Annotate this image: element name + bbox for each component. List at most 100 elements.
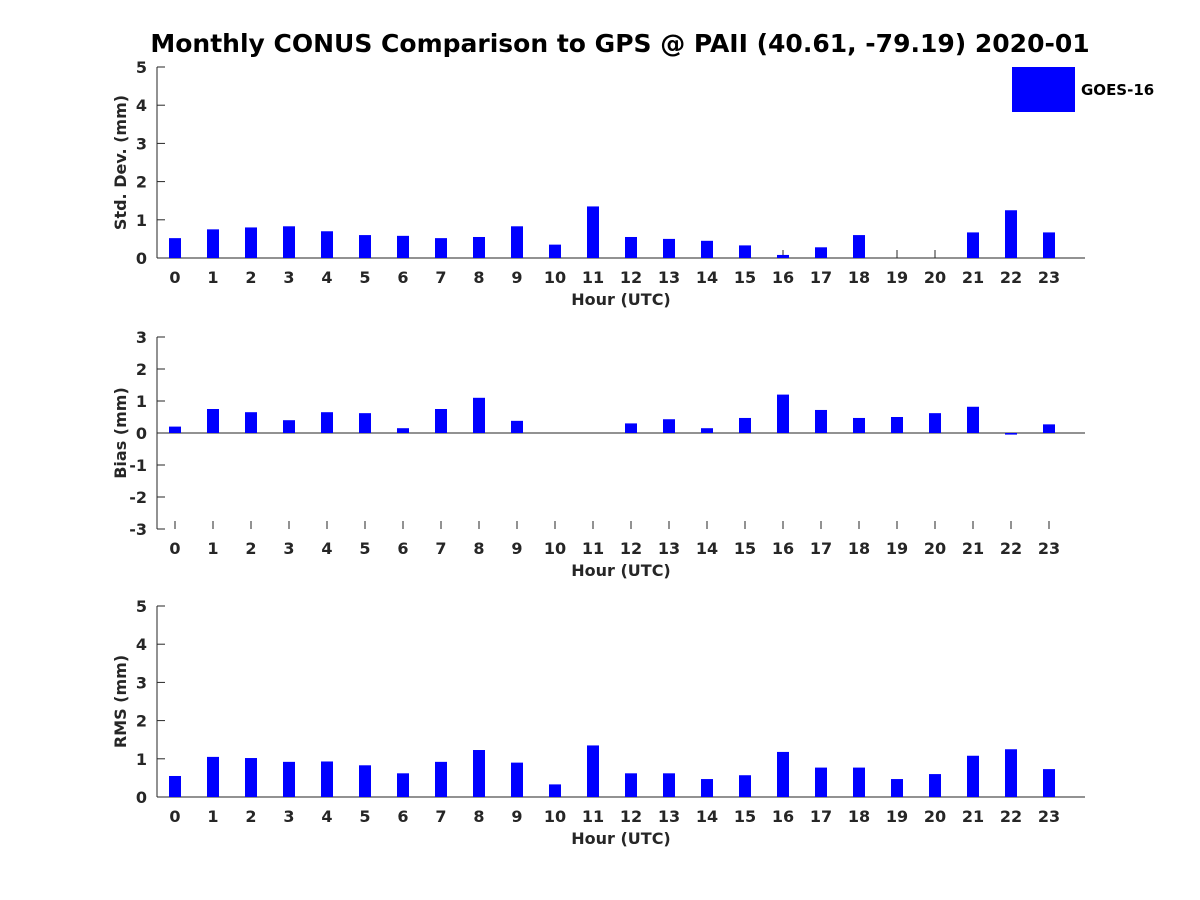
bias-x-tick-label: 6 — [397, 539, 408, 558]
rms-bar — [967, 755, 979, 797]
rms-y-tick-label: 5 — [136, 597, 147, 616]
stddev-x-tick-label: 13 — [658, 268, 680, 287]
bias-bar — [511, 420, 523, 433]
rms-y-tick-label: 0 — [136, 788, 147, 807]
stddev-x-tick-label: 15 — [734, 268, 756, 287]
stddev-x-tick-label: 12 — [620, 268, 642, 287]
rms-bar — [1043, 769, 1055, 797]
stddev-bar — [321, 231, 333, 258]
bias-bar — [701, 428, 713, 433]
stddev-x-tick-label: 21 — [962, 268, 984, 287]
bias-x-tick-label: 2 — [245, 539, 256, 558]
bias-bar — [739, 417, 751, 433]
rms-x-tick-label: 19 — [886, 807, 908, 826]
rms-bar — [473, 750, 485, 797]
stddev-x-tick-label: 9 — [511, 268, 522, 287]
stddev-x-tick-label: 1 — [207, 268, 218, 287]
stddev-x-tick-label: 2 — [245, 268, 256, 287]
bias-x-tick-label: 12 — [620, 539, 642, 558]
stddev-y-tick-label: 5 — [136, 58, 147, 77]
bias-bar — [435, 409, 447, 433]
bias-bar — [853, 417, 865, 433]
stddev-x-tick-label: 7 — [435, 268, 446, 287]
rms-y-tick-label: 1 — [136, 750, 147, 769]
rms-y-tick-label: 4 — [136, 635, 147, 654]
bias-x-tick-label: 15 — [734, 539, 756, 558]
bias-y-tick-label: 1 — [136, 392, 147, 411]
stddev-x-tick-label: 6 — [397, 268, 408, 287]
stddev-bar — [435, 238, 447, 258]
bias-x-tick-label: 1 — [207, 539, 218, 558]
rms-x-tick-label: 5 — [359, 807, 370, 826]
rms-bar — [929, 774, 941, 797]
stddev-bar — [625, 236, 637, 258]
stddev-bar — [777, 254, 789, 258]
bias-bar — [1005, 433, 1017, 435]
rms-bar — [587, 745, 599, 797]
stddev-bar — [853, 235, 865, 258]
stddev-y-tick-label: 2 — [136, 173, 147, 192]
bias-x-tick-label: 8 — [473, 539, 484, 558]
stddev-bar — [967, 232, 979, 258]
bias-x-tick-label: 14 — [696, 539, 718, 558]
rms-bar — [663, 773, 675, 797]
bias-x-tick-label: 4 — [321, 539, 332, 558]
stddev-y-tick-label: 0 — [136, 249, 147, 268]
rms-x-tick-label: 1 — [207, 807, 218, 826]
stddev-bar — [283, 226, 295, 258]
rms-bar — [739, 775, 751, 797]
stddev-x-tick-label: 22 — [1000, 268, 1022, 287]
bias-bar — [169, 426, 181, 433]
bias-bar — [625, 423, 637, 433]
bias-x-tick-label: 5 — [359, 539, 370, 558]
stddev-bar — [397, 235, 409, 258]
rms-x-tick-label: 17 — [810, 807, 832, 826]
bias-bar — [359, 413, 371, 433]
rms-x-tick-label: 13 — [658, 807, 680, 826]
rms-x-tick-label: 6 — [397, 807, 408, 826]
rms-x-tick-label: 2 — [245, 807, 256, 826]
stddev-y-tick-label: 3 — [136, 134, 147, 153]
rms-x-tick-label: 21 — [962, 807, 984, 826]
stddev-bar — [169, 238, 181, 258]
rms-x-tick-label: 3 — [283, 807, 294, 826]
bias-bar — [663, 419, 675, 433]
bias-y-tick-label: -1 — [129, 456, 147, 475]
stddev-x-tick-label: 19 — [886, 268, 908, 287]
bias-x-tick-label: 11 — [582, 539, 604, 558]
bias-bar — [891, 417, 903, 433]
bias-bar — [967, 406, 979, 433]
rms-y-axis-label: RMS (mm) — [111, 655, 130, 748]
bias-bar — [815, 409, 827, 433]
stddev-x-tick-label: 8 — [473, 268, 484, 287]
stddev-x-axis-label: Hour (UTC) — [571, 290, 671, 309]
bias-x-tick-label: 22 — [1000, 539, 1022, 558]
bias-bar — [1043, 424, 1055, 433]
rms-bar — [207, 756, 219, 797]
rms-bar — [701, 779, 713, 797]
rms-x-tick-label: 7 — [435, 807, 446, 826]
rms-x-tick-label: 23 — [1038, 807, 1060, 826]
bias-x-tick-label: 9 — [511, 539, 522, 558]
stddev-x-tick-label: 5 — [359, 268, 370, 287]
rms-y-tick-label: 2 — [136, 712, 147, 731]
stddev-x-tick-label: 10 — [544, 268, 566, 287]
rms-x-tick-label: 4 — [321, 807, 332, 826]
rms-x-tick-label: 12 — [620, 807, 642, 826]
figure-title: Monthly CONUS Comparison to GPS @ PAII (… — [150, 29, 1090, 58]
rms-bar — [397, 773, 409, 797]
rms-x-tick-label: 14 — [696, 807, 718, 826]
stddev-bar — [473, 236, 485, 258]
bias-x-tick-label: 20 — [924, 539, 946, 558]
bias-x-tick-label: 10 — [544, 539, 566, 558]
stddev-bar — [663, 238, 675, 258]
bias-bar — [283, 420, 295, 433]
bias-bar — [245, 412, 257, 433]
stddev-bar — [359, 235, 371, 258]
stddev-x-tick-label: 0 — [169, 268, 180, 287]
rms-x-tick-label: 8 — [473, 807, 484, 826]
stddev-x-tick-label: 20 — [924, 268, 946, 287]
stddev-x-tick-label: 14 — [696, 268, 718, 287]
bias-x-tick-label: 0 — [169, 539, 180, 558]
